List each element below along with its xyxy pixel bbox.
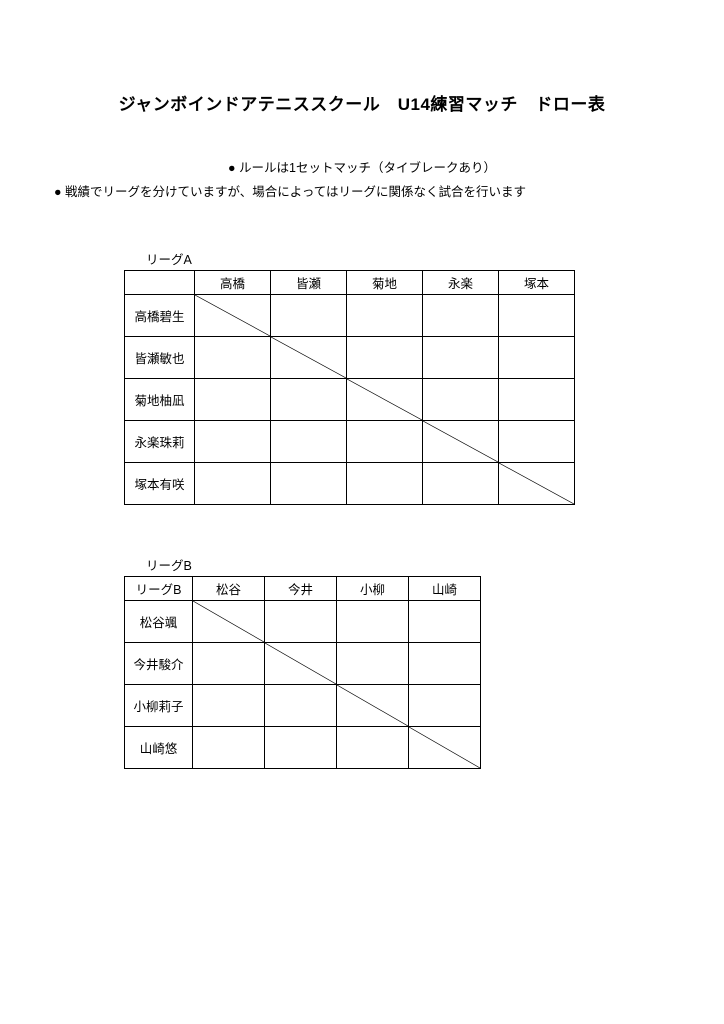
diagonal-cell bbox=[423, 420, 499, 462]
score-cell bbox=[423, 336, 499, 378]
col-header: 今井 bbox=[265, 576, 337, 600]
rule-line-1: ルールは1セットマッチ（タイブレークあり） bbox=[239, 161, 496, 175]
league-b-label: リーグB bbox=[146, 555, 674, 574]
col-header: 山崎 bbox=[409, 576, 481, 600]
score-cell bbox=[271, 462, 347, 504]
table-row: 皆瀬敏也 bbox=[125, 336, 575, 378]
col-header: 永楽 bbox=[423, 270, 499, 294]
table-row: 松谷颯 bbox=[125, 600, 481, 642]
col-header: 菊地 bbox=[347, 270, 423, 294]
table-header-row: リーグB 松谷 今井 小柳 山崎 bbox=[125, 576, 481, 600]
score-cell bbox=[409, 684, 481, 726]
page-title: ジャンボインドアテニススクール U14練習マッチ ドロー表 bbox=[50, 90, 674, 115]
corner-cell: リーグB bbox=[125, 576, 193, 600]
row-header: 今井駿介 bbox=[125, 642, 193, 684]
col-header: 皆瀬 bbox=[271, 270, 347, 294]
league-a-table: 高橋 皆瀬 菊地 永楽 塚本 高橋碧生 皆瀬敏也 bbox=[124, 270, 575, 505]
score-cell bbox=[271, 378, 347, 420]
diagonal-cell bbox=[499, 462, 575, 504]
col-header: 松谷 bbox=[193, 576, 265, 600]
col-header: 塚本 bbox=[499, 270, 575, 294]
score-cell bbox=[499, 294, 575, 336]
league-a-block: リーグA 高橋 皆瀬 菊地 永楽 塚本 高橋碧生 皆瀬敏也 bbox=[124, 249, 674, 505]
score-cell bbox=[347, 294, 423, 336]
table-row: 塚本有咲 bbox=[125, 462, 575, 504]
score-cell bbox=[347, 420, 423, 462]
score-cell bbox=[499, 378, 575, 420]
score-cell bbox=[499, 336, 575, 378]
diagonal-cell bbox=[337, 684, 409, 726]
score-cell bbox=[423, 294, 499, 336]
table-row: 菊地柚凪 bbox=[125, 378, 575, 420]
row-header: 永楽珠莉 bbox=[125, 420, 195, 462]
row-header: 小柳莉子 bbox=[125, 684, 193, 726]
score-cell bbox=[409, 600, 481, 642]
league-a-label: リーグA bbox=[146, 249, 674, 268]
diagonal-cell bbox=[271, 336, 347, 378]
score-cell bbox=[337, 726, 409, 768]
score-cell bbox=[337, 642, 409, 684]
row-header: 塚本有咲 bbox=[125, 462, 195, 504]
score-cell bbox=[271, 294, 347, 336]
diagonal-cell bbox=[409, 726, 481, 768]
row-header: 松谷颯 bbox=[125, 600, 193, 642]
row-header: 山崎悠 bbox=[125, 726, 193, 768]
score-cell bbox=[409, 642, 481, 684]
score-cell bbox=[265, 726, 337, 768]
diagonal-cell bbox=[195, 294, 271, 336]
diagonal-cell bbox=[193, 600, 265, 642]
row-header: 皆瀬敏也 bbox=[125, 336, 195, 378]
score-cell bbox=[347, 462, 423, 504]
col-header: 高橋 bbox=[195, 270, 271, 294]
rule-line-2: 戦績でリーグを分けていますが、場合によってはリーグに関係なく試合を行います bbox=[65, 185, 526, 199]
score-cell bbox=[265, 600, 337, 642]
diagonal-cell bbox=[347, 378, 423, 420]
league-b-table: リーグB 松谷 今井 小柳 山崎 松谷颯 今井駿介 小柳莉子 bbox=[124, 576, 481, 769]
score-cell bbox=[347, 336, 423, 378]
score-cell bbox=[195, 420, 271, 462]
diagonal-cell bbox=[265, 642, 337, 684]
score-cell bbox=[423, 378, 499, 420]
table-row: 山崎悠 bbox=[125, 726, 481, 768]
score-cell bbox=[193, 726, 265, 768]
col-header: 小柳 bbox=[337, 576, 409, 600]
corner-cell bbox=[125, 270, 195, 294]
bullet-icon: ● bbox=[54, 185, 62, 199]
table-row: 高橋碧生 bbox=[125, 294, 575, 336]
table-row: 今井駿介 bbox=[125, 642, 481, 684]
rules-block: ● ルールは1セットマッチ（タイブレークあり） ● 戦績でリーグを分けていますが… bbox=[50, 157, 674, 205]
score-cell bbox=[337, 600, 409, 642]
row-header: 菊地柚凪 bbox=[125, 378, 195, 420]
bullet-icon: ● bbox=[228, 161, 236, 175]
table-row: 小柳莉子 bbox=[125, 684, 481, 726]
table-row: 永楽珠莉 bbox=[125, 420, 575, 462]
league-b-block: リーグB リーグB 松谷 今井 小柳 山崎 松谷颯 今井駿介 bbox=[124, 555, 674, 769]
score-cell bbox=[195, 462, 271, 504]
score-cell bbox=[193, 684, 265, 726]
score-cell bbox=[265, 684, 337, 726]
score-cell bbox=[193, 642, 265, 684]
score-cell bbox=[195, 336, 271, 378]
table-header-row: 高橋 皆瀬 菊地 永楽 塚本 bbox=[125, 270, 575, 294]
score-cell bbox=[499, 420, 575, 462]
score-cell bbox=[423, 462, 499, 504]
row-header: 高橋碧生 bbox=[125, 294, 195, 336]
score-cell bbox=[271, 420, 347, 462]
score-cell bbox=[195, 378, 271, 420]
